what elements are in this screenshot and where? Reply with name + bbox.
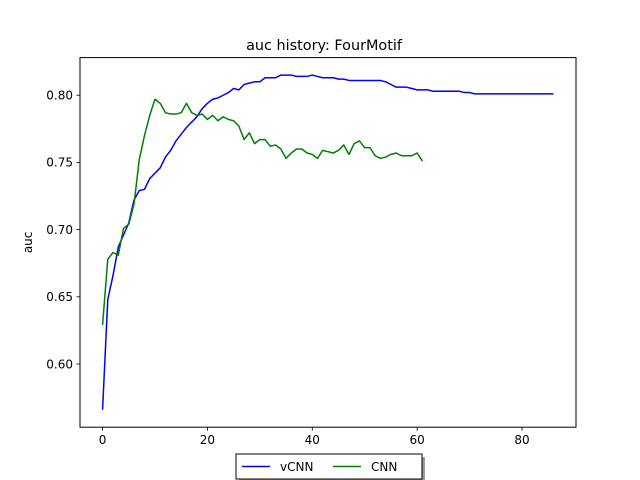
plot-lines [101, 74, 554, 410]
x-tick-label: 20 [200, 433, 215, 447]
x-tick-label: 0 [99, 433, 107, 447]
y-axis-label: auc [21, 232, 35, 254]
y-tick-label: 0.65 [46, 290, 73, 304]
chart-title: auc history: FourMotif [246, 38, 403, 54]
plot-frame [79, 57, 577, 428]
legend: vCNN CNN [235, 453, 425, 480]
x-tick-label: 40 [305, 433, 320, 447]
y-axis-ticks: 0.60 0.65 0.70 0.75 0.80 [46, 89, 80, 371]
x-tick-label: 60 [409, 433, 424, 447]
x-tick-label: 80 [514, 433, 529, 447]
x-axis-ticks: 0 20 40 60 80 [99, 427, 530, 447]
series-line-vcnn [101, 74, 554, 410]
y-tick-label: 0.75 [46, 156, 73, 170]
series-line-cnn [101, 98, 424, 326]
y-tick-label: 0.70 [46, 223, 73, 237]
legend-label-vcnn: vCNN [280, 460, 313, 474]
y-tick-label: 0.80 [46, 89, 73, 103]
legend-label-cnn: CNN [371, 460, 397, 474]
y-tick-label: 0.60 [46, 357, 73, 371]
